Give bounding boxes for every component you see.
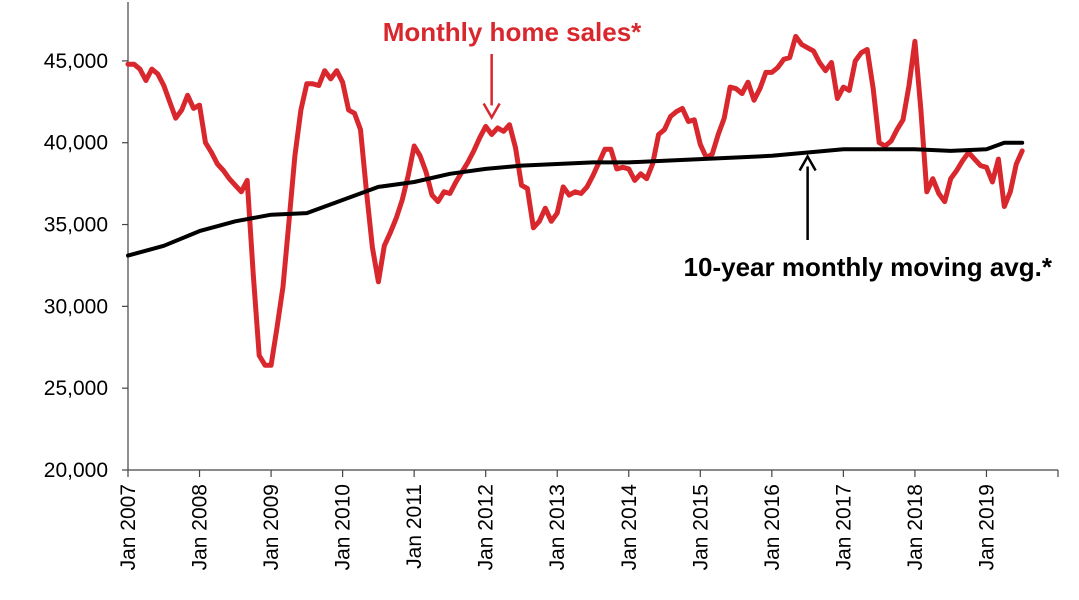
y-tick-label: 30,000 — [44, 295, 108, 318]
x-tick-label: Jan 2015 — [689, 484, 712, 570]
monthly-sales-line — [125, 33, 1025, 368]
moving-average-line — [126, 140, 1025, 258]
x-tick-label: Jan 2012 — [475, 484, 498, 570]
y-tick-label: 45,000 — [44, 50, 108, 73]
y-tick-label: 40,000 — [44, 132, 108, 155]
annotations: Monthly home sales* 10-year monthly movin… — [383, 17, 1053, 282]
x-tick-label: Jan 2011 — [403, 484, 426, 569]
x-tick-label: Jan 2013 — [546, 484, 569, 570]
axes — [122, 2, 1059, 477]
sales-annotation-label: Monthly home sales* — [383, 17, 642, 47]
x-tick-label: Jan 2010 — [332, 484, 355, 570]
x-tick-label: Jan 2008 — [189, 484, 212, 570]
sales-annotation-arrowhead — [482, 102, 501, 120]
tick-labels: 20,000 25,000 30,000 35,000 40,000 45,000 Jan … — [44, 50, 999, 571]
x-tick-label: Jan 2018 — [904, 484, 927, 570]
y-tick-label: 20,000 — [44, 459, 108, 482]
x-tick-label: Jan 2017 — [832, 484, 855, 570]
y-tick-label: 25,000 — [44, 377, 108, 400]
x-tick-label: Jan 2007 — [117, 484, 140, 570]
series-lines — [125, 33, 1025, 368]
y-tick-label: 35,000 — [44, 214, 108, 237]
average-annotation-arrowhead — [798, 154, 817, 172]
x-tick-label: Jan 2014 — [618, 484, 641, 571]
x-tick-label: Jan 2016 — [761, 484, 784, 570]
average-annotation-label: 10-year monthly moving avg.* — [684, 252, 1053, 282]
x-tick-label: Jan 2009 — [260, 484, 283, 570]
x-tick-label: Jan 2019 — [975, 484, 998, 570]
